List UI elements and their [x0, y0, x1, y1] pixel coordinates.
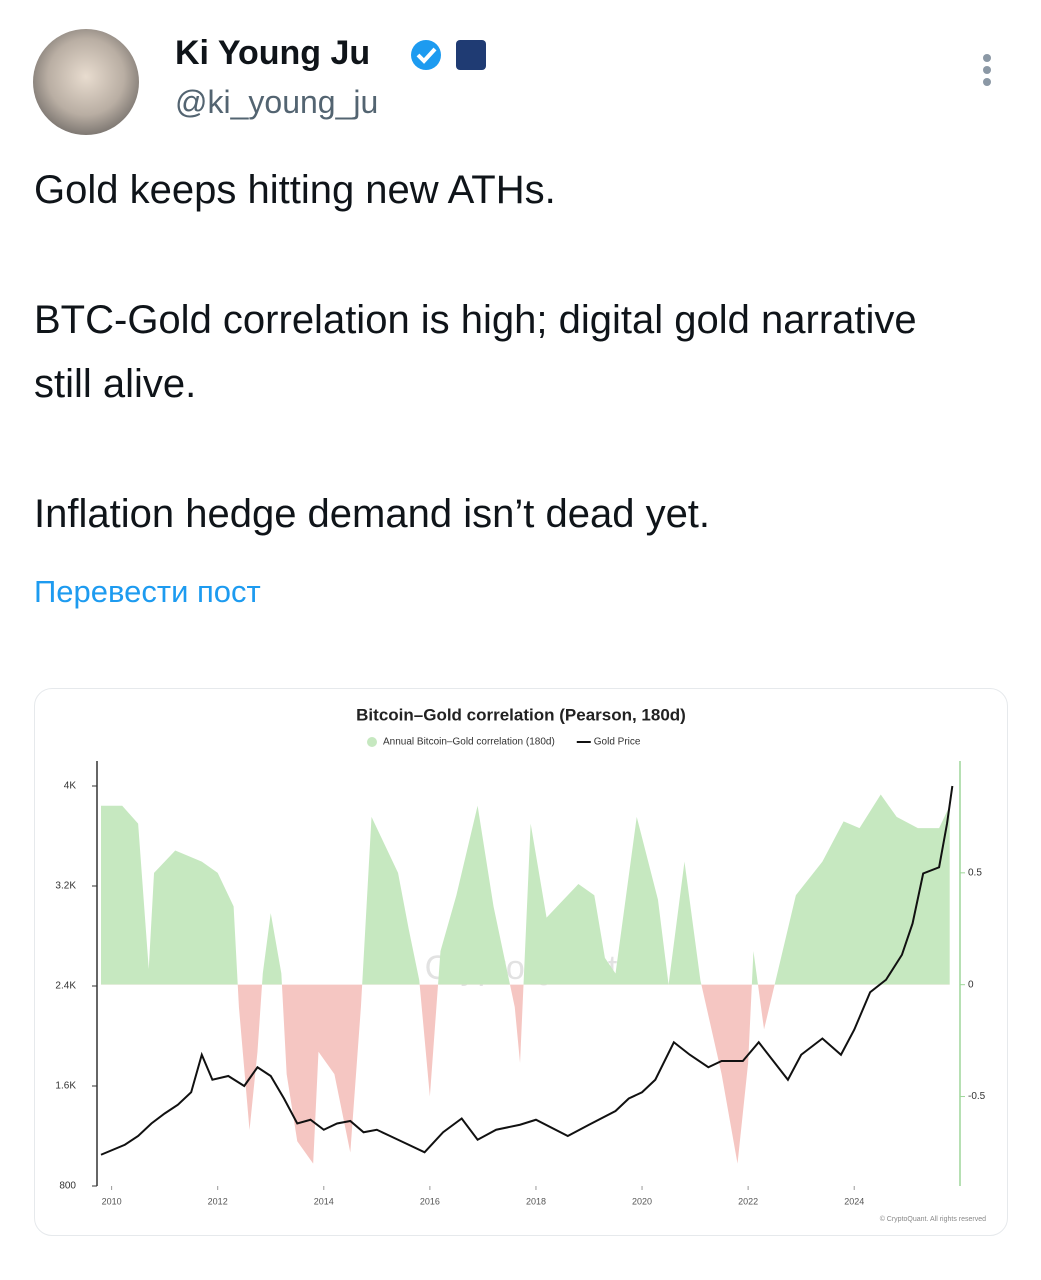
gold-line: [100, 785, 954, 1156]
media-card[interactable]: [34, 688, 1008, 1236]
post-text: Gold keeps hitting new ATHs.: [34, 168, 556, 212]
y2-tick-label: -0.5: [968, 1091, 986, 1102]
x-tick-label: 2024: [844, 1196, 864, 1206]
legend-label: Annual Bitcoin–Gold correlation (180d): [383, 737, 555, 748]
x-tick-label: 2010: [102, 1196, 122, 1206]
menu-dot[interactable]: [983, 66, 991, 74]
translate-link[interactable]: Перевести пост: [34, 574, 261, 609]
x-tick-label: 2014: [314, 1196, 334, 1206]
legend-swatch: [367, 737, 377, 747]
y-tick-label: 2.4K: [55, 981, 76, 992]
y-tick-label: 1.6K: [55, 1081, 76, 1092]
x-tick-label: 2018: [526, 1196, 546, 1206]
menu-dot[interactable]: [983, 78, 991, 86]
chart-title: Bitcoin–Gold correlation (Pearson, 180d): [356, 705, 686, 724]
x-tick-label: 2016: [420, 1196, 440, 1206]
x-tick-label: 2020: [632, 1196, 652, 1206]
y2-tick-label: 0.5: [968, 867, 982, 878]
verified-check: [416, 47, 437, 64]
y-tick-label: 800: [59, 1181, 76, 1192]
post-text: Inflation hedge demand isn’t dead yet.: [34, 492, 711, 536]
post-text: BTC-Gold correlation is high; digital go…: [34, 298, 917, 406]
verified-badge: [411, 40, 441, 70]
correlation-area: [101, 794, 950, 1164]
post-header-icons: [33, 29, 991, 135]
y2-tick-label: 0: [968, 979, 974, 990]
avatar[interactable]: [33, 29, 139, 135]
legend-label: Gold Price: [594, 737, 641, 748]
menu-dot[interactable]: [983, 54, 991, 62]
x-tick-label: 2022: [738, 1196, 758, 1206]
x-tick-label: 2012: [208, 1196, 228, 1206]
chart-footer: © CryptoQuant. All rights reserved: [880, 1215, 986, 1223]
org-badge[interactable]: [456, 40, 486, 70]
y-tick-label: 4K: [64, 781, 77, 792]
author-name[interactable]: Ki Young Ju: [175, 34, 371, 72]
author-handle[interactable]: @ki_young_ju: [175, 84, 379, 120]
y-tick-label: 3.2K: [55, 881, 76, 892]
